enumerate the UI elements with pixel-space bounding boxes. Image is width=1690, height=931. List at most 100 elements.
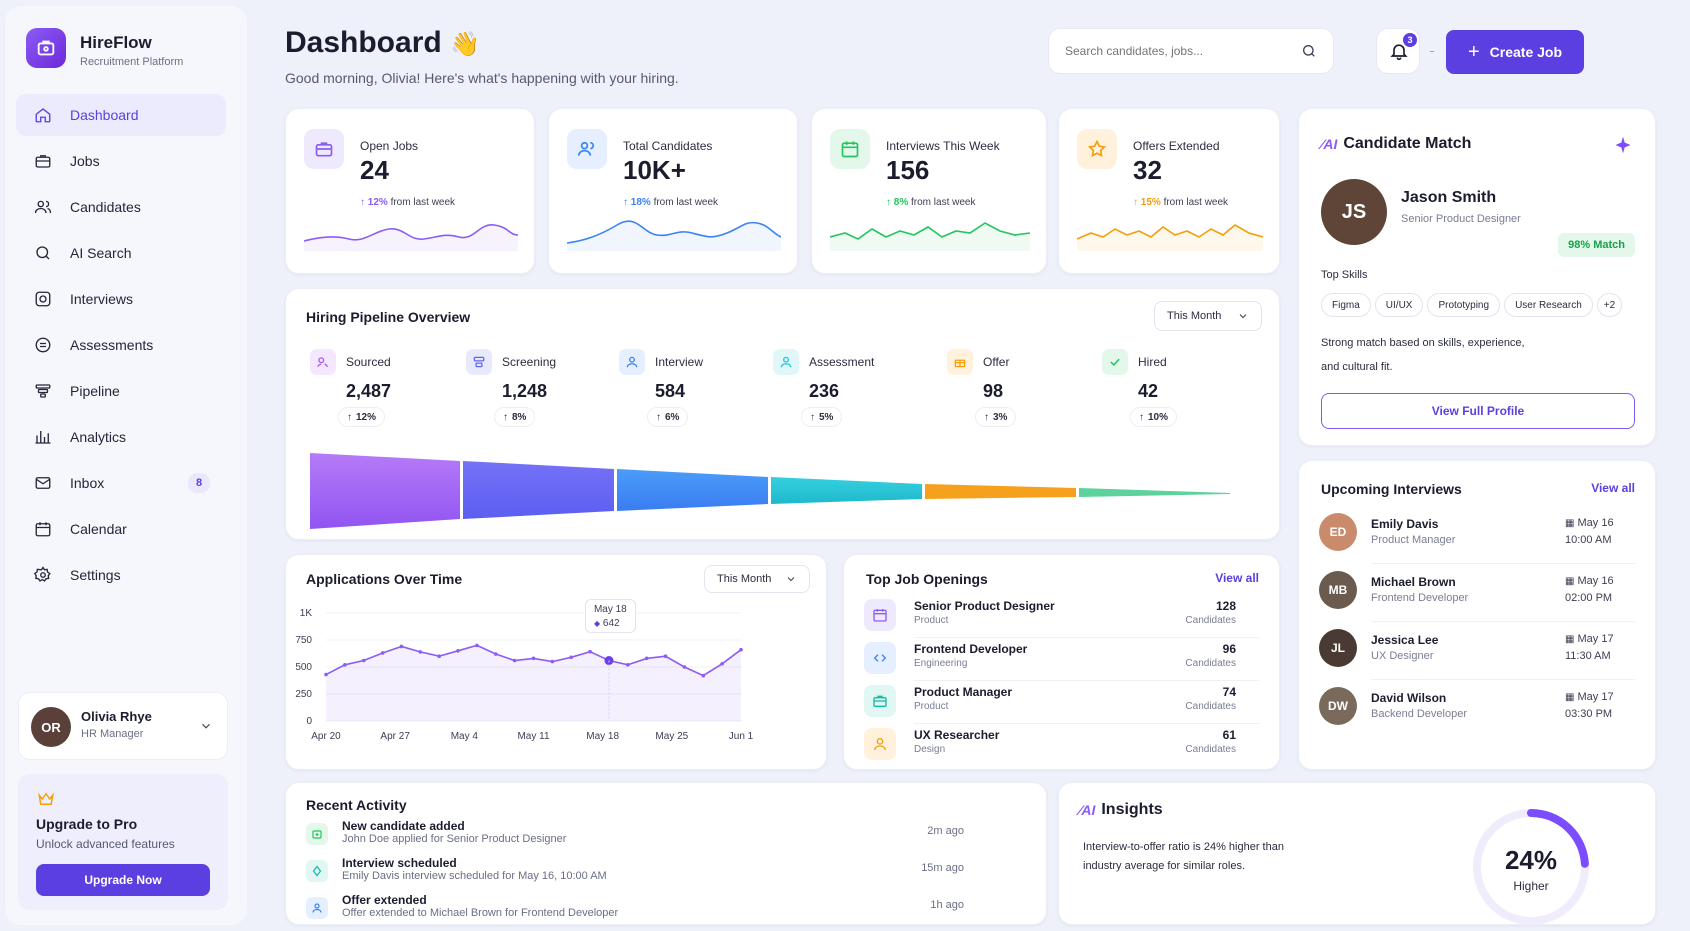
sparkline xyxy=(304,224,518,251)
interview-row[interactable]: ED Emily Davis Product Manager ▦ May 16 … xyxy=(1319,511,1633,561)
arrow-up-icon: ↑ xyxy=(1139,411,1144,423)
arrow-up-icon: ↑ xyxy=(810,411,815,423)
sidebar-item-jobs[interactable]: Jobs xyxy=(16,140,226,182)
job-title: Frontend Developer xyxy=(914,642,1028,656)
stage-change: ↑ 8% xyxy=(494,407,536,427)
video-icon xyxy=(306,860,328,882)
skill-more-tag[interactable]: +2 xyxy=(1596,293,1623,317)
data-point xyxy=(531,656,536,661)
user-profile-card[interactable]: OR Olivia Rhye HR Manager xyxy=(18,692,228,760)
sidebar-item-label: AI Search xyxy=(70,245,132,261)
stat-card-offers-extended[interactable]: Offers Extended 32 ↑ 15% from last week xyxy=(1058,108,1280,274)
sidebar-item-label: Calendar xyxy=(70,521,127,537)
sidebar-item-analytics[interactable]: Analytics xyxy=(16,416,226,458)
data-point xyxy=(512,658,517,663)
data-point xyxy=(644,656,649,661)
funnel-segment-assessment[interactable] xyxy=(771,477,922,504)
sidebar-item-assessments[interactable]: Assessments xyxy=(16,324,226,366)
sidebar-item-ai-search[interactable]: AI Search xyxy=(16,232,226,274)
job-candidate-count: 128 xyxy=(1215,599,1236,613)
interview-row[interactable]: DW David Wilson Backend Developer ▦ May … xyxy=(1319,685,1633,735)
stat-card-interviews-this-week[interactable]: Interviews This Week 156 ↑ 8% from last … xyxy=(811,108,1047,274)
create-job-button[interactable]: + Create Job xyxy=(1446,30,1584,74)
chart-tooltip: May 18 ◆ 642 xyxy=(584,599,636,633)
data-point xyxy=(569,655,574,660)
search-bar[interactable] xyxy=(1048,28,1334,74)
interview-date: ▦ May 17 xyxy=(1565,633,1614,645)
sidebar-item-candidates[interactable]: Candidates xyxy=(16,186,226,228)
funnel-segment-interview[interactable] xyxy=(617,469,768,511)
sidebar-item-interviews[interactable]: Interviews xyxy=(16,278,226,320)
top-skills-label: Top Skills xyxy=(1321,269,1368,281)
user-search-icon xyxy=(310,349,336,375)
search-icon[interactable] xyxy=(1301,43,1317,59)
search-input[interactable] xyxy=(1065,29,1295,73)
insight-text-line: Interview-to-offer ratio is 24% higher t… xyxy=(1083,841,1284,853)
upcoming-interviews-card: Upcoming Interviews View all ED Emily Da… xyxy=(1298,460,1656,770)
pipeline-period-dropdown[interactable]: This Month xyxy=(1154,301,1262,331)
interview-date: ▦ May 17 xyxy=(1565,691,1614,703)
sidebar-item-inbox[interactable]: Inbox 8 xyxy=(16,462,226,504)
divider xyxy=(914,680,1259,681)
job-candidate-count: 74 xyxy=(1222,685,1236,699)
stat-card-total-candidates[interactable]: Total Candidates 10K+ ↑ 18% from last we… xyxy=(548,108,798,274)
arrow-up-icon: ↑ xyxy=(347,411,352,423)
stage-label: Screening xyxy=(502,355,557,369)
stage-change: ↑ 3% xyxy=(975,407,1017,427)
chevron-down-icon xyxy=(1239,314,1247,319)
interview-row[interactable]: MB Michael Brown Frontend Developer ▦ Ma… xyxy=(1319,569,1633,619)
gift-icon xyxy=(947,349,973,375)
data-point xyxy=(739,647,743,652)
sidebar-item-dashboard[interactable]: Dashboard xyxy=(16,94,226,136)
briefcase-icon xyxy=(35,155,51,168)
brand-logo-icon[interactable] xyxy=(26,28,66,68)
stat-card-open-jobs[interactable]: Open Jobs 24 ↑ 12% from last week xyxy=(285,108,535,274)
view-full-profile-button[interactable]: View Full Profile xyxy=(1321,393,1635,429)
job-row[interactable]: Product Manager Product 74 Candidates xyxy=(864,681,1254,721)
data-point xyxy=(475,643,479,648)
stage-label: Assessment xyxy=(809,355,875,369)
chevron-down-icon[interactable] xyxy=(199,719,213,733)
stat-change-percent: 12% xyxy=(367,197,388,208)
interviews-view-all-link[interactable]: View all xyxy=(1591,481,1635,495)
sidebar-item-settings[interactable]: Settings xyxy=(16,554,226,596)
arrow-up-icon: ↑ xyxy=(656,411,661,423)
job-row[interactable]: Frontend Developer Engineering 96 Candid… xyxy=(864,638,1254,678)
applications-period-dropdown[interactable]: This Month xyxy=(704,565,810,593)
applications-period-value: This Month xyxy=(717,573,772,585)
plus-icon: + xyxy=(1467,41,1480,63)
interview-date-value: May 17 xyxy=(1577,633,1614,645)
stage-value: 236 xyxy=(809,381,840,401)
job-candidate-label: Candidates xyxy=(1185,658,1236,669)
data-point xyxy=(399,644,404,649)
sidebar-item-calendar[interactable]: Calendar xyxy=(16,508,226,550)
skill-tag: UI/UX xyxy=(1374,293,1424,317)
interview-row[interactable]: JL Jessica Lee UX Designer ▦ May 17 11:3… xyxy=(1319,627,1633,677)
interviewee-role: Product Manager xyxy=(1371,534,1456,546)
activity-row[interactable]: New candidate added John Doe applied for… xyxy=(306,819,976,853)
sparkline xyxy=(567,220,781,251)
notifications-button[interactable]: 3 xyxy=(1376,28,1420,74)
diamond-icon: ◆ xyxy=(593,619,601,628)
sidebar-item-pipeline[interactable]: Pipeline xyxy=(16,370,226,412)
ai-label: AI xyxy=(1081,802,1096,818)
stat-change: ↑ 18% from last week xyxy=(623,197,718,208)
upgrade-now-button[interactable]: Upgrade Now xyxy=(36,864,210,896)
funnel-segment-screening[interactable] xyxy=(463,461,614,519)
stat-change: ↑ 15% from last week xyxy=(1133,197,1228,208)
stage-value: 584 xyxy=(655,381,686,401)
activity-row[interactable]: Interview scheduled Emily Davis intervie… xyxy=(306,856,976,890)
job-row[interactable]: UX Researcher Design 61 Candidates xyxy=(864,724,1254,764)
series-area xyxy=(326,645,741,721)
funnel-segment-hired[interactable] xyxy=(1079,488,1230,497)
interview-time: 10:00 AM xyxy=(1565,534,1612,546)
jobs-view-all-link[interactable]: View all xyxy=(1215,571,1259,585)
stage-change: ↑ 12% xyxy=(338,407,386,427)
activity-row[interactable]: Offer extended Offer extended to Michael… xyxy=(306,893,976,927)
funnel-segment-sourced[interactable] xyxy=(310,453,460,529)
inbox-count-badge: 8 xyxy=(188,473,210,493)
job-row[interactable]: Senior Product Designer Product 128 Cand… xyxy=(864,595,1254,635)
user-plus-icon xyxy=(306,823,328,845)
arrow-up-icon: ↑ xyxy=(984,411,989,423)
funnel-segment-offer[interactable] xyxy=(925,484,1076,499)
